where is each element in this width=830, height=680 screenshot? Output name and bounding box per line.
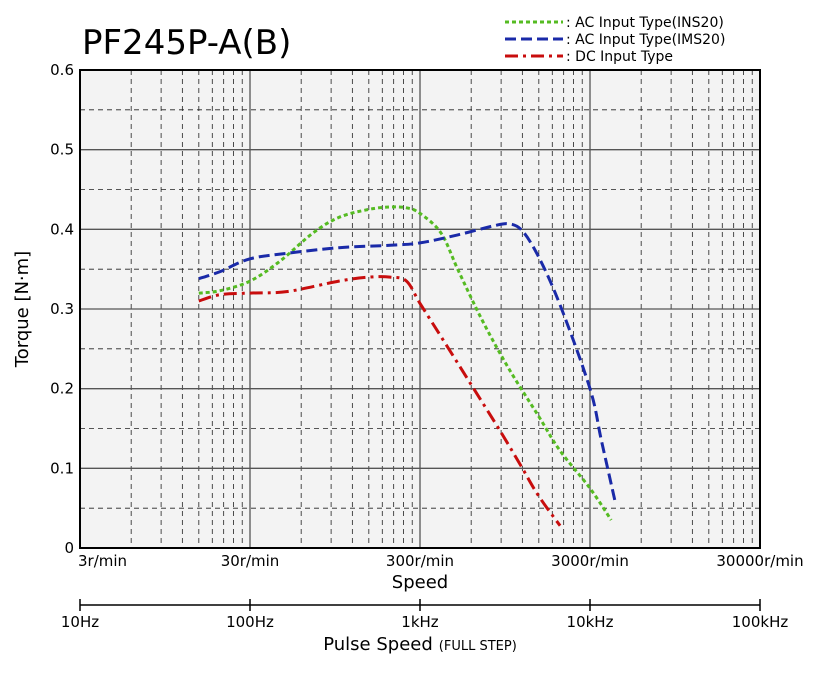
x-tick-label: 3000r/min (551, 552, 629, 570)
series-lines (198, 205, 617, 527)
x-tick-label: 3r/min (78, 552, 127, 570)
plot-frame (79, 69, 761, 549)
pulse-speed-axis-ticks: 10Hz 100Hz 1kHz 10kHz 100kHz (61, 613, 788, 631)
grid (80, 70, 760, 548)
x-tick-label: 30r/min (221, 552, 280, 570)
legend: : AC Input Type(INS20): AC Input Type(IM… (505, 15, 725, 65)
y-tick-label: 0.6 (50, 61, 74, 79)
pulse-speed-label-main: Pulse Speed (323, 634, 433, 655)
y-tick-label: 0.1 (50, 459, 74, 477)
y-tick-label: 0.5 (50, 141, 74, 159)
pulse-tick-label: 100Hz (226, 613, 274, 631)
pulse-tick-label: 1kHz (401, 613, 439, 631)
y-tick-label: 0.4 (50, 220, 74, 238)
y-axis-label: Torque [N·m] (12, 251, 33, 368)
y-tick-label: 0 (64, 539, 74, 557)
x-axis-ticks: 3r/min 30r/min 300r/min 3000r/min 30000r/min (78, 552, 804, 570)
pulse-speed-label: Pulse Speed (FULL STEP) (323, 634, 517, 655)
series-line-3 (198, 275, 562, 527)
pulse-tick-label: 10kHz (567, 613, 614, 631)
series-line-1 (198, 205, 613, 521)
legend-label-2: : AC Input Type(IMS20) (566, 32, 725, 48)
legend-label-3: : DC Input Type (566, 49, 673, 65)
y-axis-ticks: 0 0.1 0.2 0.3 0.4 0.5 0.6 (50, 61, 74, 557)
pulse-tick-label: 10Hz (61, 613, 99, 631)
pulse-speed-label-note: (FULL STEP) (439, 639, 517, 654)
pulse-speed-axis (79, 599, 761, 611)
pulse-tick-label: 100kHz (732, 613, 789, 631)
x-tick-label: 300r/min (386, 552, 454, 570)
legend-label-1: : AC Input Type(INS20) (566, 15, 724, 31)
y-tick-label: 0.3 (50, 300, 74, 318)
chart-title: PF245P-A(B) (82, 23, 291, 63)
x-tick-label: 30000r/min (716, 552, 803, 570)
y-tick-label: 0.2 (50, 380, 74, 398)
series-line-2 (198, 222, 617, 501)
x-axis-label: Speed (392, 572, 448, 593)
